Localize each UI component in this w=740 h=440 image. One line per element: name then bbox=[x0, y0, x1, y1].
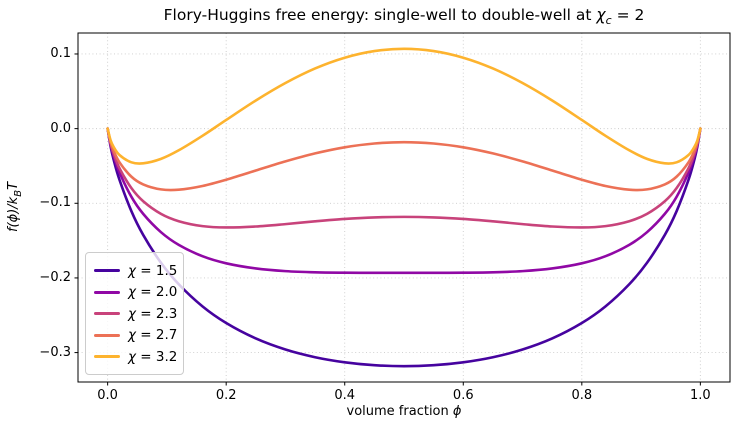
x-axis-label: volume fraction ϕ bbox=[78, 404, 730, 419]
legend-chi-value: 2.7 bbox=[155, 327, 178, 343]
legend-chi-value: 2.0 bbox=[155, 284, 178, 300]
y-tick-label: 0.0 bbox=[50, 120, 71, 136]
x-tick-label: 0.4 bbox=[334, 388, 356, 403]
x-tick-label: 0.6 bbox=[452, 388, 474, 403]
legend-label: χ = 2.7 bbox=[128, 327, 177, 343]
chart-title-text: Flory-Huggins free energy: single-well t… bbox=[163, 6, 597, 24]
chart-title-suffix: = 2 bbox=[611, 6, 645, 24]
legend-label: χ = 2.3 bbox=[128, 306, 177, 322]
phi-symbol: ϕ bbox=[452, 404, 462, 419]
chi-symbol: χ bbox=[128, 262, 136, 279]
legend-box: χ = 1.5 χ = 2.0 χ = 2.3 χ = 2.7 χ = 3.2 bbox=[85, 252, 184, 375]
legend-line-swatch bbox=[94, 333, 120, 337]
y-tick-label: 0.1 bbox=[50, 45, 71, 61]
curve-chi-2-7 bbox=[106, 127, 702, 192]
legend-line-swatch bbox=[94, 312, 120, 315]
legend-equals: = bbox=[136, 305, 156, 322]
legend-chi-value: 3.2 bbox=[155, 348, 178, 365]
legend-equals: = bbox=[136, 348, 156, 365]
y-axis-label-post: T bbox=[6, 181, 22, 190]
axes-spines bbox=[77, 32, 731, 383]
chi-symbol: χ bbox=[128, 284, 136, 300]
legend-equals: = bbox=[136, 284, 156, 300]
legend-equals: = bbox=[136, 262, 156, 279]
legend-line-swatch bbox=[94, 290, 120, 294]
curve-chi-2-0 bbox=[106, 127, 702, 275]
y-tick-label: −0.2 bbox=[39, 269, 71, 285]
x-tick-label: 0.0 bbox=[97, 388, 118, 403]
curve-chi-1-5 bbox=[106, 127, 702, 368]
legend-item-chi-2-0: χ = 2.0 bbox=[94, 284, 177, 300]
x-tick-label: 1.0 bbox=[690, 388, 711, 403]
curve-chi-3-2 bbox=[106, 47, 702, 165]
chi-symbol: χ bbox=[128, 348, 136, 365]
legend-item-chi-2-7: χ = 2.7 bbox=[94, 327, 177, 343]
legend-label: χ = 2.0 bbox=[128, 284, 177, 300]
y-tick-label: −0.3 bbox=[39, 344, 71, 360]
legend-line-swatch bbox=[94, 355, 120, 358]
legend-item-chi-1-5: χ = 1.5 bbox=[94, 263, 177, 279]
x-tick-label: 0.2 bbox=[215, 388, 237, 403]
legend-line-swatch bbox=[94, 269, 120, 272]
legend-label: χ = 1.5 bbox=[128, 263, 177, 279]
curves bbox=[106, 47, 702, 368]
y-tick-label: −0.1 bbox=[39, 195, 71, 211]
chi-symbol: χ bbox=[596, 6, 606, 24]
curve-chi-2-3 bbox=[106, 127, 702, 229]
chart-title: Flory-Huggins free energy: single-well t… bbox=[78, 6, 730, 27]
legend-chi-value: 2.3 bbox=[155, 305, 178, 322]
legend-item-chi-3-2: χ = 3.2 bbox=[94, 349, 177, 365]
legend-chi-value: 1.5 bbox=[155, 262, 178, 279]
legend-item-chi-2-3: χ = 2.3 bbox=[94, 306, 177, 322]
chi-subscript: c bbox=[605, 14, 612, 28]
grid-lines bbox=[78, 33, 730, 382]
chi-symbol: χ bbox=[128, 305, 136, 322]
legend-equals: = bbox=[136, 327, 156, 343]
x-tick-label: 0.8 bbox=[571, 388, 593, 403]
x-axis-label-text: volume fraction bbox=[346, 404, 453, 419]
legend-label: χ = 3.2 bbox=[128, 349, 177, 365]
chi-symbol: χ bbox=[128, 327, 136, 343]
axes-frame bbox=[74, 32, 731, 386]
